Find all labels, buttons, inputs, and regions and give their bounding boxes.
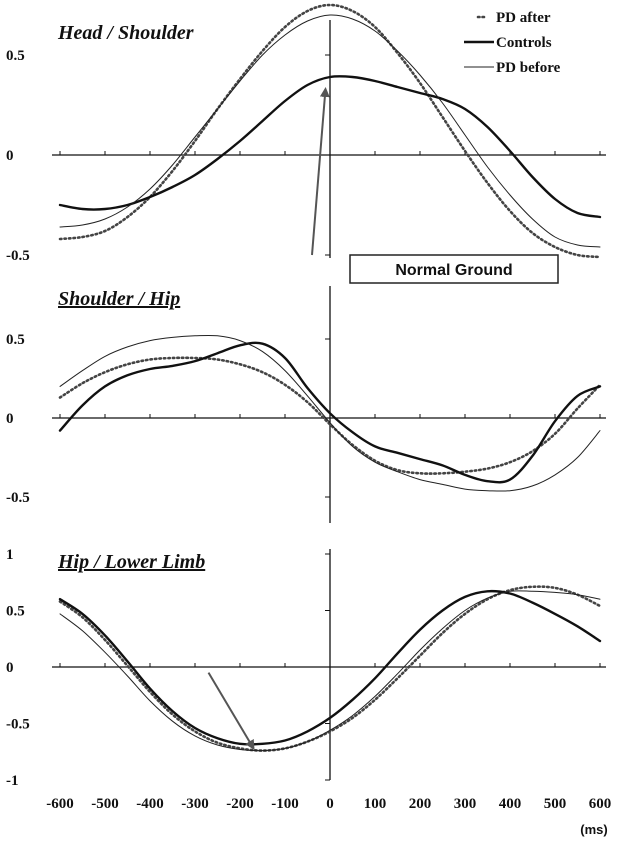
legend: PD after Controls PD before (464, 10, 561, 76)
y-tick-label: 1 (6, 547, 14, 563)
y-tick-label: 0.5 (6, 48, 25, 64)
x-tick-label: -200 (226, 796, 254, 812)
series-line-controls (58, 589, 602, 746)
y-tick-label: -0.5 (6, 717, 30, 733)
series-line-pd-before (59, 590, 601, 752)
x-tick-label: 400 (499, 796, 522, 812)
x-axis-unit: (ms) (580, 822, 607, 837)
annotation-frame (349, 254, 559, 284)
series-line-controls (58, 341, 602, 484)
x-tick-label: 600 (589, 796, 612, 812)
x-axis-tick-labels: -600 -500 -400 -300 -200 -100 0 100 200 300 400 500… (46, 796, 611, 812)
series-line-controls (58, 75, 602, 219)
x-tick-label: -600 (46, 796, 74, 812)
x-tick-label: -400 (136, 796, 164, 812)
panel-hip-lower-limb: 1 0.5 0 -0.5 -1 Hip / Lower Limb (6, 547, 606, 789)
x-tick-label: -300 (181, 796, 209, 812)
y-tick-label: 0 (6, 148, 14, 164)
panel-title: Hip / Lower Limb (57, 551, 205, 573)
annotation-label: Normal Ground (395, 262, 512, 279)
y-tick-label: 0 (6, 660, 14, 676)
annotation-box: Normal Ground (349, 254, 559, 284)
legend-label-pd-after: PD after (496, 10, 551, 26)
series-line-pd-after (58, 356, 602, 475)
panel-shoulder-hip: 0.5 0 -0.5 Shoulder / Hip (6, 286, 606, 523)
panels: 1 0.5 0 -0.5 Head / Shoulder 0.5 0 -0.5 Shoulder… (6, 3, 606, 789)
x-tick-label: 500 (544, 796, 567, 812)
y-tick-label: -0.5 (6, 490, 30, 506)
series-line-pd-before (59, 14, 601, 248)
y-tick-label: -1 (6, 773, 19, 789)
y-tick-label: 0.5 (6, 604, 25, 620)
x-tick-label: 100 (364, 796, 387, 812)
y-tick-label: -0.5 (6, 248, 30, 264)
x-tick-label: 300 (454, 796, 477, 812)
legend-label-controls: Controls (496, 35, 552, 51)
panel-title: Shoulder / Hip (58, 288, 180, 310)
panel-title: Head / Shoulder (57, 22, 194, 44)
y-tick-label: 0.5 (6, 332, 25, 348)
series-line-pd-before (59, 334, 601, 492)
x-tick-label: -500 (91, 796, 119, 812)
y-tick-label: 0 (6, 411, 14, 427)
x-tick-label: 0 (326, 796, 334, 812)
annotation-arrow (311, 87, 330, 256)
x-tick-label: 200 (409, 796, 432, 812)
series-line-pd-after (58, 585, 602, 752)
annotation-arrow (207, 672, 255, 751)
x-tick-label: -100 (271, 796, 299, 812)
legend-label-pd-before: PD before (496, 60, 561, 76)
